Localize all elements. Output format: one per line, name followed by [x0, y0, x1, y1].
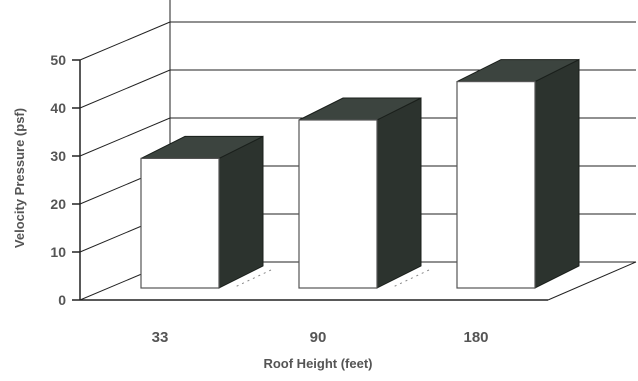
y-tick-label: 40 — [50, 100, 66, 116]
floor-dotted-line — [234, 269, 272, 288]
bar-side-face — [218, 135, 264, 289]
bar-front-face — [140, 157, 220, 289]
plot-top-edge-hidden — [80, 0, 170, 60]
y-axis-label: Velocity Pressure (psf) — [12, 108, 27, 248]
x-axis-ticks: 33 90 180 — [152, 329, 489, 346]
y-axis-ticks: 0 10 20 30 40 50 — [50, 52, 80, 308]
y-tick-label: 0 — [58, 292, 66, 308]
gridline-left-wall — [79, 21, 171, 61]
floor-right-edge — [547, 261, 637, 301]
x-tick-label: 180 — [463, 329, 488, 346]
bar — [140, 135, 264, 289]
bar-front-face — [298, 119, 378, 289]
y-tick-label: 20 — [50, 196, 66, 212]
x-tick-label: 33 — [152, 329, 169, 346]
bar-front-face — [456, 80, 536, 289]
bar — [298, 97, 422, 289]
bar-side-face — [534, 58, 580, 289]
x-axis-label: Roof Height (feet) — [263, 356, 372, 371]
floor-dotted-line — [392, 269, 430, 288]
y-tick-label: 50 — [50, 52, 66, 68]
gridline-left-wall — [79, 117, 171, 157]
y-tick-label: 10 — [50, 244, 66, 260]
bar — [456, 58, 580, 289]
bar-side-face — [376, 97, 422, 289]
x-tick-label: 90 — [310, 329, 327, 346]
chart-bars — [140, 58, 580, 289]
gridline-left-wall — [79, 69, 171, 109]
y-tick-label: 30 — [50, 148, 66, 164]
